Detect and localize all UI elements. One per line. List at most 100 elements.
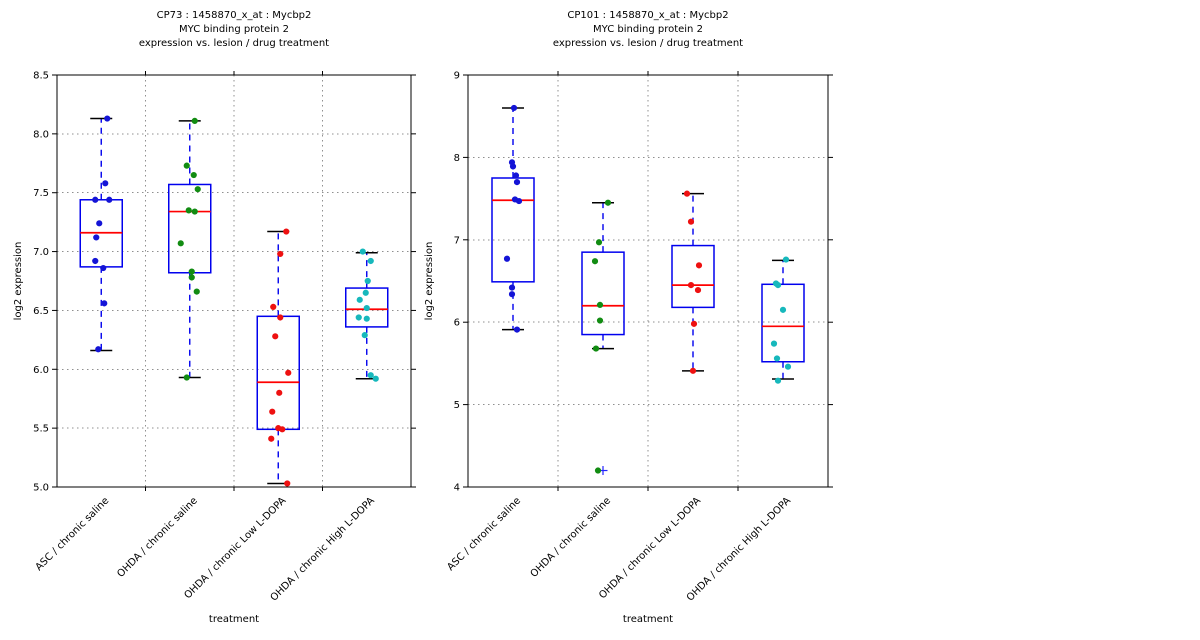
data-point <box>774 282 782 289</box>
data-point <box>106 196 113 203</box>
data-point <box>269 408 276 415</box>
y-tick-label: 5.0 <box>33 483 49 494</box>
data-point <box>96 220 103 227</box>
box-group <box>168 117 212 381</box>
data-point <box>689 367 697 374</box>
data-point <box>193 288 200 295</box>
data-point <box>592 345 600 352</box>
data-point <box>695 262 703 269</box>
data-point <box>367 372 374 379</box>
data-point <box>188 268 195 275</box>
data-point <box>277 314 284 321</box>
data-point <box>92 196 99 203</box>
x-category-label: OHDA / chronic Low L-DOPA <box>182 495 288 601</box>
data-point <box>509 163 517 170</box>
data-point <box>268 435 275 442</box>
box-group <box>256 228 300 487</box>
data-point <box>102 180 109 187</box>
box <box>256 315 300 431</box>
data-point <box>784 363 792 370</box>
data-point <box>194 186 201 193</box>
data-point <box>690 320 698 327</box>
axes-frame <box>56 74 412 488</box>
data-point <box>779 306 787 313</box>
box <box>581 251 625 336</box>
data-point <box>101 300 108 307</box>
x-category-label: OHDA / chronic Low L-DOPA <box>597 495 703 601</box>
y-tick-label: 7.5 <box>33 188 49 199</box>
data-point <box>508 291 516 298</box>
data-point <box>270 303 277 310</box>
x-axis-label: treatment <box>623 614 673 625</box>
data-point <box>594 467 602 474</box>
data-point <box>183 374 190 381</box>
data-point <box>190 171 197 179</box>
box <box>345 287 389 328</box>
data-point <box>508 284 516 291</box>
data-point <box>191 117 198 125</box>
y-tick-label: 6 <box>454 318 460 329</box>
data-point <box>782 256 790 263</box>
data-point <box>683 190 691 197</box>
data-point <box>183 162 190 169</box>
y-tick-label: 8.0 <box>33 129 49 140</box>
data-point <box>503 255 511 262</box>
y-tick-label: 6.0 <box>33 365 49 376</box>
y-tick-label: 8 <box>454 153 460 164</box>
box <box>168 183 212 274</box>
data-point <box>510 104 518 112</box>
y-tick-label: 9 <box>454 71 460 82</box>
data-point <box>191 208 198 215</box>
y-tick-label: 5 <box>454 400 460 411</box>
x-category-label: OHDA / chronic High L-DOPA <box>685 495 793 603</box>
axes-frame <box>467 74 829 488</box>
data-point <box>279 426 286 433</box>
x-axis-label: treatment <box>209 614 259 625</box>
data-point <box>177 240 184 247</box>
data-point <box>284 480 291 487</box>
data-point <box>372 375 379 382</box>
data-point <box>361 332 368 339</box>
data-point <box>283 228 290 235</box>
data-point <box>604 199 612 206</box>
data-point <box>104 115 111 122</box>
y-tick-label: 8.5 <box>33 71 49 82</box>
x-category-label: ASC / chronic saline <box>445 495 523 573</box>
subplot-cp101: 4 5 6 7 8 9 CP101 : 1458870_x_at : Mycbp2 MYC b… <box>424 10 833 625</box>
plot-title-line: CP101 : 1458870_x_at : Mycbp2 <box>567 10 728 21</box>
plot-title-line: expression vs. lesion / drug treatment <box>553 38 743 49</box>
data-point <box>100 264 107 272</box>
data-point <box>591 258 599 265</box>
box-group <box>671 190 715 374</box>
y-tick-label: 4 <box>454 483 460 494</box>
y-tick-label: 5.5 <box>33 424 49 435</box>
data-point <box>687 282 695 289</box>
data-point <box>92 257 99 265</box>
data-point <box>596 301 604 308</box>
box-group <box>79 115 123 353</box>
plot-title-line: CP73 : 1458870_x_at : Mycbp2 <box>157 10 312 21</box>
box-group <box>581 199 625 476</box>
data-point <box>512 172 520 179</box>
data-point <box>596 317 604 324</box>
data-point <box>364 277 371 285</box>
box <box>491 177 535 283</box>
data-point <box>277 250 284 258</box>
subplot-cp73: 5.0 5.5 6.0 6.5 7.0 7.5 8.0 8.5 CP73 : 1458870_x… <box>13 10 416 625</box>
box-group <box>345 248 389 382</box>
data-point <box>367 257 374 265</box>
box-group <box>761 256 805 384</box>
data-point <box>356 296 363 303</box>
data-point <box>355 314 362 321</box>
data-point <box>770 340 778 347</box>
data-point <box>272 333 279 340</box>
data-point <box>285 369 292 376</box>
data-point <box>515 197 523 205</box>
x-category-label: OHDA / chronic High L-DOPA <box>269 495 377 603</box>
y-axis-label: log2 expression <box>13 242 24 321</box>
data-point <box>774 377 782 384</box>
data-point <box>363 304 370 312</box>
data-point <box>359 248 366 255</box>
